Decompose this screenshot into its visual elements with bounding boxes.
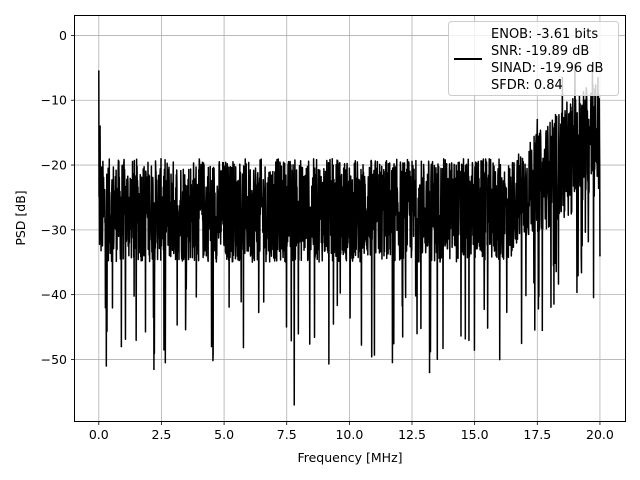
legend-box: [448, 21, 619, 96]
x-tick-label: 15.0: [461, 427, 489, 442]
x-tick-label: 17.5: [523, 427, 551, 442]
psd-notable-point: [536, 118, 539, 121]
y-tick-label: −30: [41, 222, 67, 237]
series-layer: [98, 63, 601, 406]
psd-notable-point: [99, 125, 101, 127]
y-axis-label: PSD [dB]: [13, 190, 28, 245]
psd-notable-point: [428, 371, 431, 374]
legend-snr: SNR: -19.89 dB: [491, 44, 589, 59]
x-axis-label: Frequency [MHz]: [297, 450, 402, 465]
y-tick-label: −20: [41, 158, 67, 173]
legend-enob: ENOB: -3.61 bits: [491, 27, 598, 42]
psd-notable-point: [293, 404, 296, 406]
x-tick-label: 10.0: [335, 427, 363, 442]
y-tick-label: −10: [41, 93, 67, 108]
x-tick-label: 20.0: [586, 427, 614, 442]
y-tick-label: 0: [59, 28, 67, 43]
x-tick-label: 2.5: [152, 427, 172, 442]
y-tick-label: −50: [41, 352, 67, 367]
axis-ticks: 0.0 2.5 5.0 7.5 10.0 12.5 15.0 17.5 20.0 0 −10 −20 −…: [41, 28, 614, 442]
psd-notable-point: [120, 345, 123, 348]
psd-notable-point: [498, 358, 501, 361]
x-tick-label: 0.0: [89, 427, 109, 442]
psd-line: [98, 63, 601, 406]
psd-notable-point: [163, 348, 165, 351]
y-tick-label: −40: [41, 287, 67, 302]
psd-notable-point: [541, 329, 544, 332]
x-tick-label: 7.5: [277, 427, 297, 442]
x-tick-label: 5.0: [214, 427, 234, 442]
plot-frame: [74, 15, 626, 422]
psd-notable-point: [98, 70, 100, 72]
legend: ENOB: -3.61 bits SNR: -19.89 dB SINAD: -…: [448, 21, 619, 96]
psd-notable-point: [210, 345, 213, 348]
legend-sinad: SINAD: -19.96 dB: [491, 61, 603, 76]
psd-notable-point: [105, 365, 108, 367]
x-tick-label: 12.5: [398, 427, 426, 442]
legend-sfdr: SFDR: 0.84: [491, 78, 563, 93]
psd-notable-point: [599, 254, 601, 257]
psd-notable-point: [153, 368, 155, 370]
